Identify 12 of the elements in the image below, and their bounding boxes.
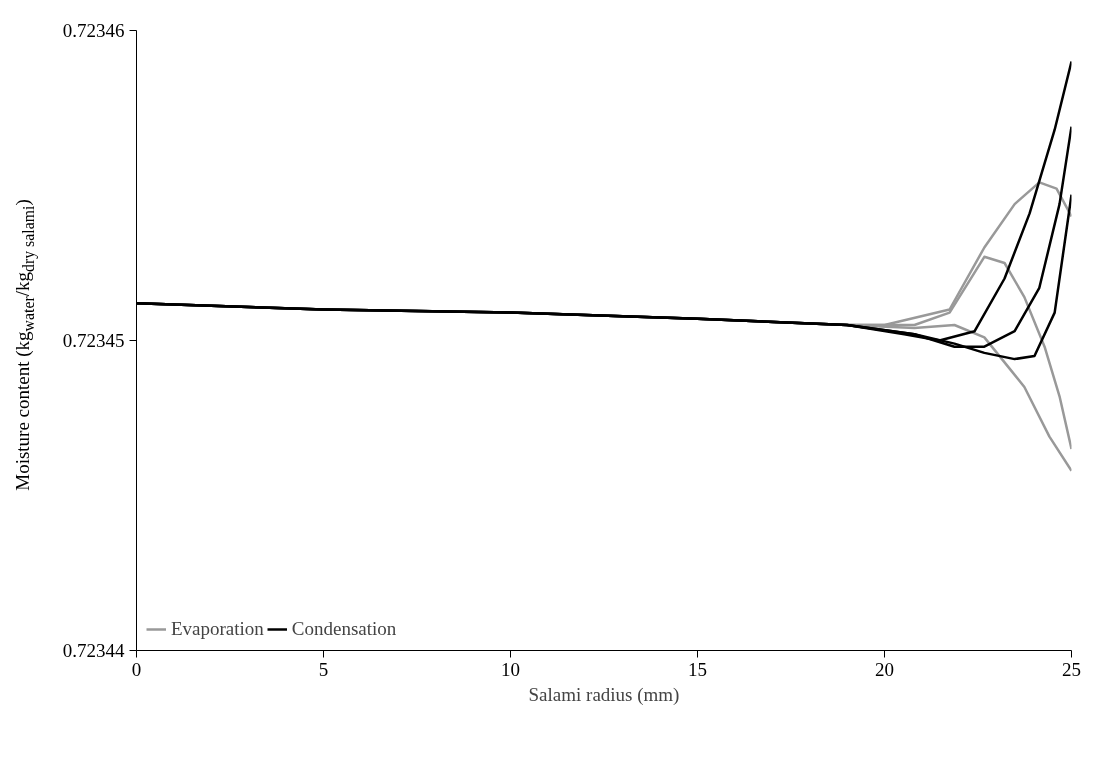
- x-tick-label: 10: [501, 658, 520, 680]
- x-tick-label: 25: [1062, 658, 1081, 680]
- x-tick-label: 0: [131, 658, 142, 680]
- x-tick-label: 20: [875, 658, 894, 680]
- x-tick-label: 5: [318, 658, 329, 680]
- y-tick-label: 0.72344: [62, 640, 125, 661]
- legend-label: Evaporation: [171, 618, 264, 640]
- x-axis-title: Salami radius (mm): [528, 683, 680, 706]
- y-tick-label: 0.72345: [62, 330, 125, 351]
- y-tick-label: 0.72346: [62, 20, 125, 41]
- legend-label: Condensation: [291, 618, 397, 640]
- x-tick-label: 15: [688, 658, 707, 680]
